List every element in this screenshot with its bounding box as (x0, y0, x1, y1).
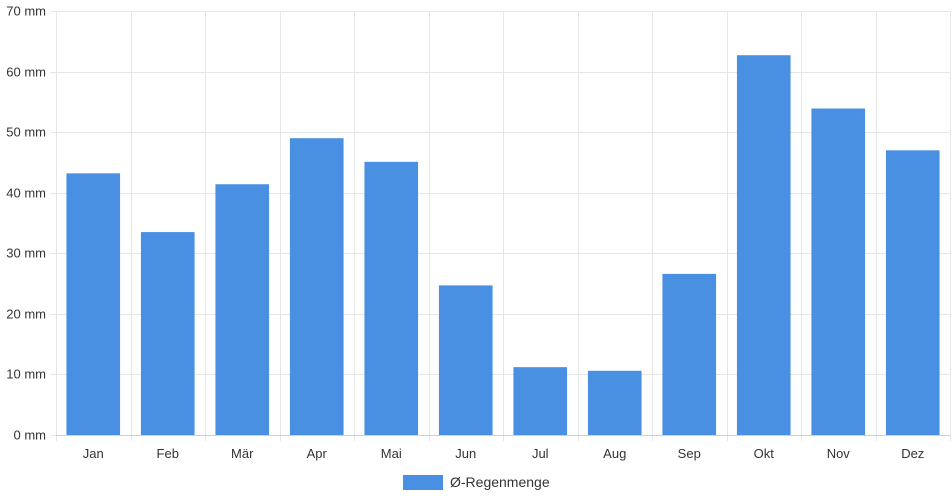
bar-aug[interactable] (587, 370, 642, 435)
y-tick-label: 50 mm (6, 125, 46, 140)
axes: 0 mm 10 mm 20 mm 30 mm 40 mm 50 mm 60 mm 70 mm J… (6, 4, 950, 461)
x-tick-label: Jul (532, 446, 549, 461)
bar-feb[interactable] (140, 232, 195, 435)
bar-jun[interactable] (438, 285, 493, 435)
bar-sep[interactable] (662, 273, 717, 435)
legend-label[interactable]: Ø-Regenmenge (450, 474, 550, 490)
x-tick-label: Aug (603, 446, 626, 461)
x-tick-label: Apr (307, 446, 328, 461)
y-tick-label: 60 mm (6, 65, 46, 80)
bar-mär[interactable] (215, 184, 270, 435)
x-tick-label: Sep (678, 446, 701, 461)
bar-okt[interactable] (736, 55, 791, 436)
x-tick-label: Jan (83, 446, 104, 461)
bar-dez[interactable] (885, 150, 940, 436)
bar-jan[interactable] (66, 173, 121, 435)
x-tick-label: Feb (157, 446, 179, 461)
bar-mai[interactable] (364, 161, 419, 435)
x-tick-label: Okt (754, 446, 775, 461)
x-tick-label: Jun (455, 446, 476, 461)
bars (66, 55, 940, 436)
y-tick-label: 40 mm (6, 186, 46, 201)
grid (50, 11, 951, 441)
x-tick-label: Mär (231, 446, 254, 461)
legend-swatch[interactable] (403, 475, 443, 490)
bar-jul[interactable] (513, 367, 568, 435)
legend[interactable]: Ø-Regenmenge (403, 474, 550, 490)
x-tick-label: Mai (381, 446, 402, 461)
x-tick-label: Dez (901, 446, 924, 461)
y-tick-label: 20 mm (6, 307, 46, 322)
y-tick-label: 10 mm (6, 367, 46, 382)
y-tick-label: 0 mm (14, 428, 47, 443)
x-tick-label: Nov (827, 446, 851, 461)
bar-nov[interactable] (811, 108, 866, 436)
y-tick-label: 70 mm (6, 4, 46, 19)
bar-apr[interactable] (289, 138, 344, 435)
y-tick-label: 30 mm (6, 246, 46, 261)
